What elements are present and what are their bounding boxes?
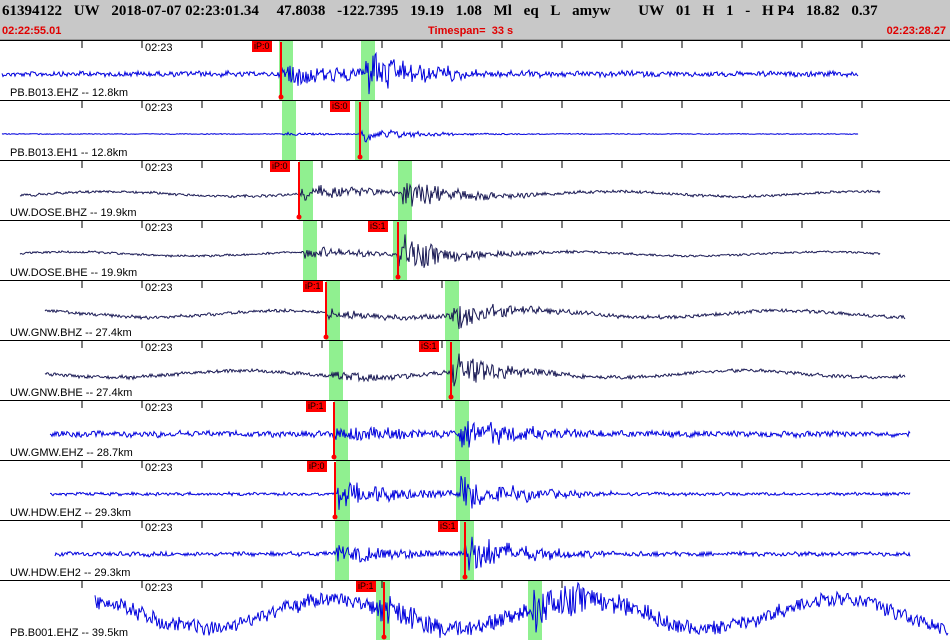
tick-time-label: 02:23: [145, 282, 173, 294]
pick-label[interactable]: iP:0: [252, 41, 272, 52]
waveform-trace[interactable]: [94, 581, 949, 638]
pick-label[interactable]: iS:1: [368, 221, 388, 232]
station-channel-label: PB.B013.EH1 -- 12.8km: [10, 147, 128, 159]
latitude: 47.8038: [276, 3, 326, 19]
waveform-trace[interactable]: [19, 234, 881, 268]
pick-label[interactable]: iP:0: [270, 161, 290, 172]
s-window: [460, 521, 474, 580]
dash: -: [745, 3, 751, 19]
pick-weight-dot: [462, 574, 468, 580]
p-window: [303, 221, 317, 280]
event-type: eq: [523, 3, 539, 19]
pick-weight-dot: [332, 514, 338, 520]
tick-time-label: 02:23: [145, 162, 173, 174]
station-channel-label: UW.GNW.BHZ -- 27.4km: [10, 327, 132, 339]
tick-time-label: 02:23: [145, 342, 173, 354]
waveform-trace[interactable]: [44, 303, 906, 330]
pick-label[interactable]: iP:1: [356, 581, 376, 592]
waveform-trace[interactable]: [1, 51, 859, 95]
start-time: 02:22:55.01: [2, 25, 62, 37]
tick-time-label: 02:23: [145, 402, 173, 414]
event-header: 61394122 UW 2018-07-07 02:23:01.34 47.80…: [0, 0, 950, 40]
waveform-trace[interactable]: [19, 183, 881, 207]
hp-field: H P4: [762, 3, 795, 19]
end-time: 02:23:28.27: [886, 25, 946, 37]
station-channel-label: PB.B013.EHZ -- 12.8km: [10, 87, 128, 99]
tick-time-label: 02:23: [145, 222, 173, 234]
station-channel-label: PB.B001.EHZ -- 39.5km: [10, 627, 128, 639]
version: 01: [675, 3, 691, 19]
tick-time-label: 02:23: [145, 582, 173, 594]
pick-weight-dot: [323, 334, 329, 340]
event-id: 61394122: [2, 3, 62, 19]
value-a: 18.82: [805, 3, 840, 19]
event-network: UW: [73, 3, 100, 19]
pick-weight-dot: [395, 274, 401, 280]
pick-weight-dot: [448, 394, 454, 400]
p-window: [279, 41, 293, 100]
tick-time-label: 02:23: [145, 462, 173, 474]
source-network: UW: [638, 3, 665, 19]
station-channel-label: UW.DOSE.BHE -- 19.9km: [10, 267, 138, 279]
s-window: [445, 281, 459, 340]
pick-weight-dot: [296, 214, 302, 220]
event-summary: 61394122 UW 2018-07-07 02:23:01.34 47.80…: [2, 3, 878, 20]
seismogram-panel[interactable]: iP:0 02:23 PB.B013.EHZ -- 12.8km iS:0 02:23 P…: [0, 40, 950, 640]
station-channel-label: UW.HDW.EH2 -- 29.3km: [10, 567, 131, 579]
p-window: [299, 161, 313, 220]
tick-time-label: 02:23: [145, 42, 173, 54]
station-channel-label: UW.GMW.EHZ -- 28.7km: [10, 447, 133, 459]
tick-time-label: 02:23: [145, 522, 173, 534]
s-window: [393, 221, 407, 280]
origin-datetime: 2018-07-07 02:23:01.34: [111, 3, 259, 19]
pick-label[interactable]: iP:1: [306, 401, 326, 412]
p-window: [329, 341, 343, 400]
waveform-trace[interactable]: [49, 421, 911, 448]
s-window: [455, 401, 469, 460]
pick-weight-dot: [357, 154, 363, 160]
station-channel-label: UW.DOSE.BHZ -- 19.9km: [10, 207, 137, 219]
p-window: [282, 101, 296, 160]
timespan: Timespan= 33 s: [428, 25, 513, 37]
timespan-label: Timespan=: [428, 25, 486, 37]
pick-label[interactable]: iS:1: [419, 341, 439, 352]
pick-label[interactable]: iP:0: [307, 461, 327, 472]
waveform-trace[interactable]: [1, 129, 859, 143]
review-flag: L: [550, 3, 561, 19]
magnitude-type: Ml: [493, 3, 512, 19]
waveform-trace[interactable]: [50, 475, 911, 510]
magnitude: 1.08: [455, 3, 482, 19]
depth: 19.19: [410, 3, 444, 19]
p-window: [326, 281, 340, 340]
pick-label[interactable]: iP:1: [303, 281, 323, 292]
station-channel-label: UW.GNW.BHE -- 27.4km: [10, 387, 133, 399]
count: 1: [726, 3, 734, 19]
pick-label[interactable]: iS:0: [330, 101, 350, 112]
longitude: -122.7395: [337, 3, 399, 19]
station-channel-label: UW.HDW.EHZ -- 29.3km: [10, 507, 132, 519]
value-b: 0.37: [851, 3, 878, 19]
pick-weight-dot: [278, 94, 284, 100]
pick-weight-dot: [331, 454, 337, 460]
analyst: amyw: [572, 3, 611, 19]
field-h: H: [702, 3, 715, 19]
waveform-trace[interactable]: [44, 353, 906, 387]
trace-canvas[interactable]: [0, 40, 950, 640]
time-bar: 02:22:55.01 Timespan= 33 s 02:23:28.27: [0, 25, 950, 38]
pick-weight-dot: [381, 634, 387, 640]
timespan-value: 33 s: [491, 25, 514, 37]
tick-time-label: 02:23: [145, 102, 173, 114]
waveform-trace[interactable]: [54, 536, 911, 571]
pick-label[interactable]: iS:1: [438, 521, 458, 532]
